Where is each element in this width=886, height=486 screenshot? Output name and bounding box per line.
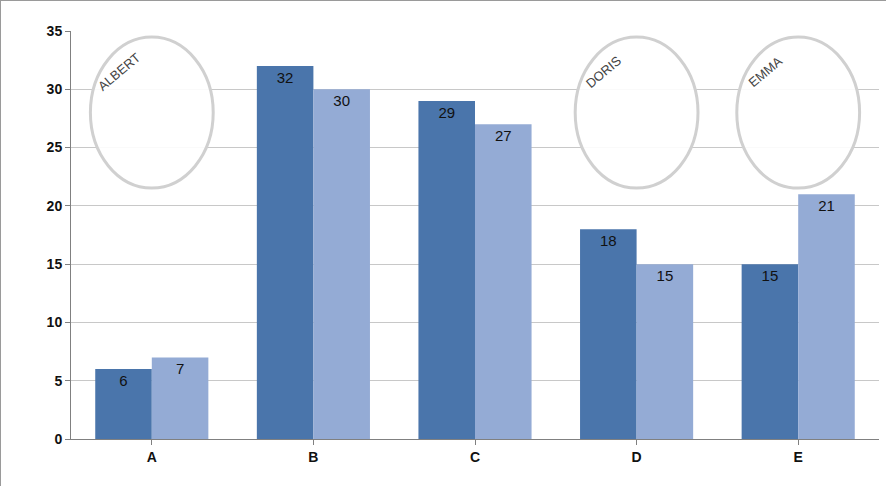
svg-text:21: 21 [818, 197, 835, 214]
svg-text:29: 29 [438, 104, 455, 121]
svg-text:10: 10 [47, 314, 63, 330]
svg-text:5: 5 [54, 373, 62, 389]
svg-text:15: 15 [47, 256, 63, 272]
svg-text:0: 0 [54, 431, 62, 447]
svg-text:6: 6 [119, 372, 127, 389]
svg-text:35: 35 [47, 23, 63, 39]
svg-text:B: B [308, 449, 318, 465]
svg-text:32: 32 [277, 69, 294, 86]
svg-text:7: 7 [176, 360, 184, 377]
svg-text:A: A [147, 449, 157, 465]
svg-text:18: 18 [600, 232, 617, 249]
svg-text:27: 27 [495, 127, 512, 144]
svg-text:30: 30 [47, 81, 63, 97]
svg-text:15: 15 [657, 267, 674, 284]
svg-text:20: 20 [47, 198, 63, 214]
svg-text:DORIS: DORIS [583, 53, 624, 91]
svg-text:EMMA: EMMA [746, 53, 786, 90]
svg-text:D: D [632, 449, 642, 465]
svg-text:C: C [470, 449, 480, 465]
svg-text:15: 15 [762, 267, 779, 284]
svg-text:25: 25 [47, 139, 63, 155]
svg-text:30: 30 [333, 92, 350, 109]
svg-text:E: E [794, 449, 803, 465]
svg-text:ALBERT: ALBERT [95, 50, 143, 94]
